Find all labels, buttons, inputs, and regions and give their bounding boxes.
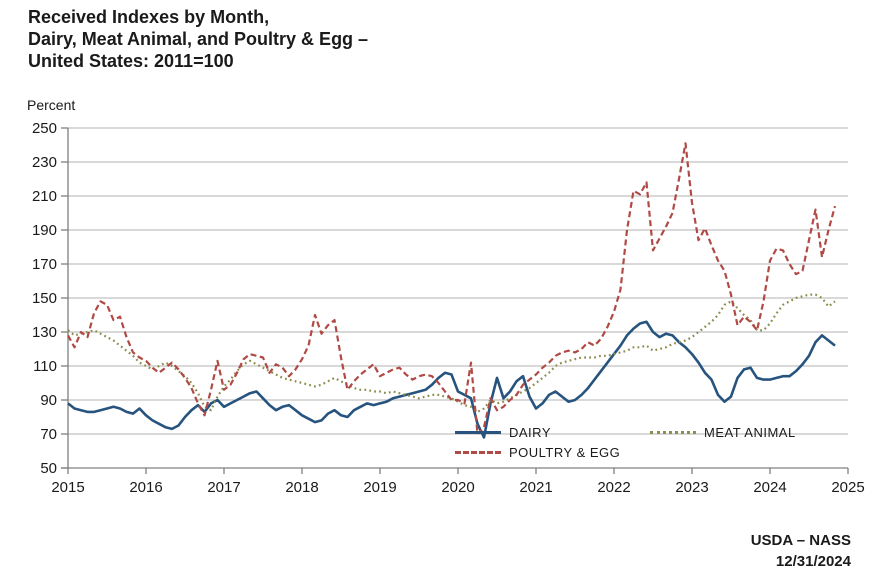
legend-label-poultry-egg: POULTRY & EGG bbox=[509, 445, 621, 460]
chart-title-line3: United States: 2011=100 bbox=[28, 51, 234, 71]
source-agency: USDA – NASS bbox=[750, 532, 851, 549]
y-tick-label: 70 bbox=[40, 426, 57, 443]
x-tick-label: 2018 bbox=[285, 479, 318, 496]
y-tick-label: 250 bbox=[32, 120, 57, 137]
legend-item-meat-animal: MEAT ANIMAL bbox=[650, 425, 796, 440]
chart-title-line1: Received Indexes by Month, bbox=[28, 7, 270, 27]
poultry-egg-line-sample bbox=[455, 451, 501, 454]
x-tick-label: 2017 bbox=[207, 479, 240, 496]
y-tick-label: 210 bbox=[32, 188, 57, 205]
legend-label-meat-animal: MEAT ANIMAL bbox=[704, 425, 796, 440]
dairy-line bbox=[67, 320, 836, 439]
source-date: 12/31/2024 bbox=[775, 553, 851, 570]
chart-title-line2: Dairy, Meat Animal, and Poultry & Egg – bbox=[28, 29, 369, 49]
y-tick-label: 50 bbox=[40, 460, 57, 477]
x-tick-label: 2016 bbox=[129, 479, 162, 496]
poultry-egg-line bbox=[67, 142, 837, 436]
x-tick-label: 2019 bbox=[363, 479, 396, 496]
y-tick-label: 230 bbox=[32, 154, 57, 171]
y-axis-unit-label: Percent bbox=[27, 97, 76, 113]
legend-item-poultry-egg: POULTRY & EGG bbox=[455, 445, 620, 460]
x-tick-label: 2021 bbox=[519, 479, 552, 496]
y-tick-label: 90 bbox=[40, 392, 57, 409]
x-tick-label: 2023 bbox=[675, 479, 708, 496]
y-tick-label: 170 bbox=[32, 256, 57, 273]
x-tick-label: 2022 bbox=[597, 479, 630, 496]
source-attribution: USDA – NASS 12/31/2024 bbox=[751, 530, 851, 572]
meat-animal-line bbox=[67, 293, 836, 413]
x-tick-label: 2020 bbox=[441, 479, 474, 496]
y-tick-label: 110 bbox=[33, 358, 57, 375]
meat-animal-line-sample bbox=[650, 431, 696, 434]
y-tick-label: 130 bbox=[32, 324, 57, 341]
dairy-line-sample bbox=[455, 431, 501, 434]
x-tick-label: 2024 bbox=[753, 479, 786, 496]
x-tick-label: 2015 bbox=[51, 479, 84, 496]
legend-label-dairy: DAIRY bbox=[509, 425, 551, 440]
legend-item-dairy: DAIRY bbox=[455, 425, 551, 440]
chart-title: Received Indexes by Month, Dairy, Meat A… bbox=[28, 6, 368, 72]
y-tick-label: 150 bbox=[32, 290, 57, 307]
y-tick-label: 190 bbox=[32, 222, 57, 239]
x-tick-label: 2025 bbox=[831, 479, 864, 496]
